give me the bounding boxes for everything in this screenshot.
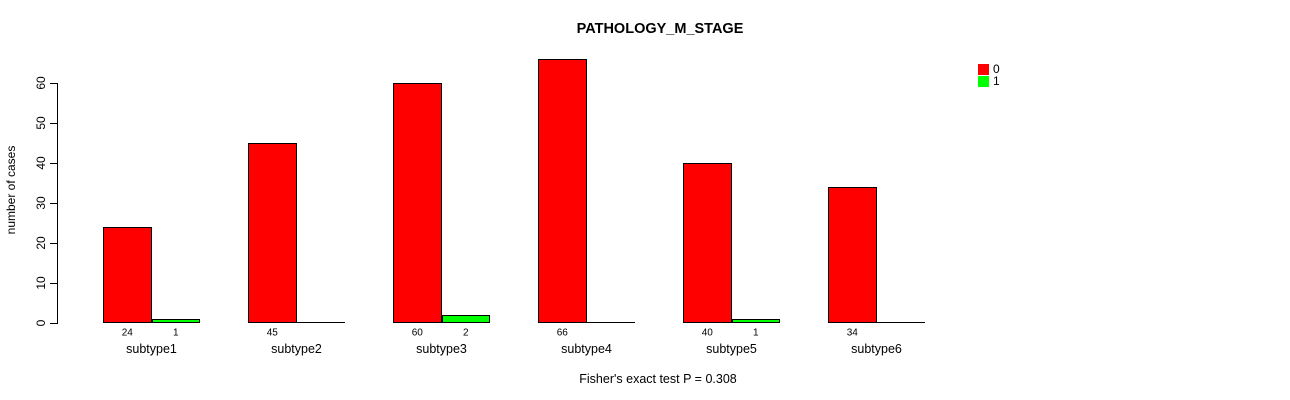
y-axis-tick-label: 20 — [34, 236, 48, 250]
x-category-label: subtype4 — [561, 342, 612, 356]
legend-item-0: 0 — [978, 63, 1000, 75]
x-category-label: subtype6 — [851, 342, 902, 356]
legend-item-1: 1 — [978, 75, 1000, 87]
y-axis-tick — [50, 123, 57, 124]
y-axis-tick-label: 50 — [34, 116, 48, 130]
bar-series0-subtype1 — [103, 227, 152, 323]
bar-series1-subtype1 — [151, 319, 200, 323]
bar-value-label: 45 — [266, 327, 278, 339]
x-category-label: subtype5 — [706, 342, 757, 356]
legend-swatch-green-icon — [978, 75, 989, 87]
x-category-label: subtype3 — [416, 342, 467, 356]
bar-value-label: 66 — [556, 327, 568, 339]
bar-value-label: 1 — [752, 327, 759, 339]
y-axis-line — [57, 83, 58, 324]
legend: 0 1 — [978, 63, 1000, 87]
x-category-label: subtype1 — [126, 342, 177, 356]
bar-baseline — [248, 322, 345, 323]
y-axis-tick-label: 60 — [34, 76, 48, 90]
bar-series1-subtype3 — [441, 315, 490, 323]
bar-value-label: 60 — [411, 327, 423, 339]
y-axis-tick — [50, 283, 57, 284]
bar-series0-subtype5 — [683, 163, 732, 323]
y-axis-tick — [50, 203, 57, 204]
chart-title: PATHOLOGY_M_STAGE — [576, 21, 744, 37]
y-axis-tick — [50, 323, 57, 324]
y-axis-tick — [50, 243, 57, 244]
bar-value-label: 40 — [701, 327, 713, 339]
y-axis-tick-label: 40 — [34, 156, 48, 170]
bar-series0-subtype6 — [828, 187, 877, 323]
bar-value-label: 34 — [846, 327, 858, 339]
bar-value-label: 24 — [121, 327, 133, 339]
y-axis-tick — [50, 83, 57, 84]
y-axis-tick-label: 30 — [34, 196, 48, 210]
bar-baseline — [538, 322, 635, 323]
y-axis-tick-label: 10 — [34, 276, 48, 290]
bar-value-label: 2 — [462, 327, 469, 339]
legend-swatch-red-icon — [978, 63, 989, 75]
y-axis-tick-label: 0 — [34, 319, 48, 327]
bar-series1-subtype5 — [731, 319, 780, 323]
legend-label: 1 — [993, 74, 1000, 88]
legend-label: 0 — [993, 62, 1000, 76]
y-axis-tick — [50, 163, 57, 164]
bar-series0-subtype4 — [538, 59, 587, 323]
bar-series0-subtype3 — [393, 83, 442, 323]
bar-series0-subtype2 — [248, 143, 297, 323]
x-category-label: subtype2 — [271, 342, 322, 356]
bar-value-label: 1 — [172, 327, 179, 339]
y-axis-title: number of cases — [4, 145, 18, 235]
bar-baseline — [828, 322, 925, 323]
fisher-test-annotation: Fisher's exact test P = 0.308 — [579, 372, 737, 386]
